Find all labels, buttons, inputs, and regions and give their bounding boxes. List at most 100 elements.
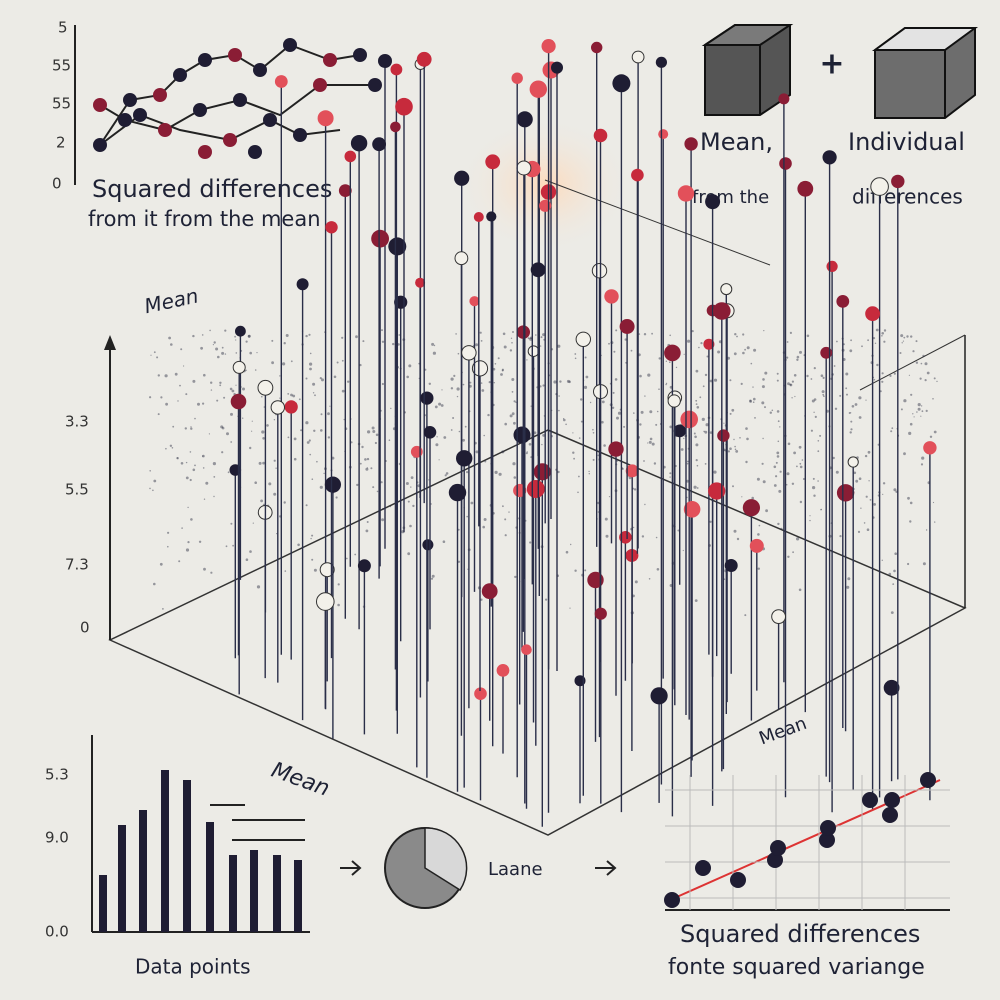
speckle xyxy=(258,461,262,465)
speckle xyxy=(194,417,196,420)
speckle xyxy=(694,599,698,602)
speckle xyxy=(153,479,157,483)
dot xyxy=(248,145,262,159)
speckle xyxy=(655,423,658,426)
speckle xyxy=(227,471,230,474)
dot xyxy=(93,138,107,152)
speckle xyxy=(846,585,850,589)
speckle xyxy=(873,378,876,381)
speckle xyxy=(203,373,206,377)
arrowhead xyxy=(104,335,116,350)
speckle xyxy=(846,393,848,396)
speckle xyxy=(701,417,705,421)
speckle xyxy=(817,450,820,453)
guide-line xyxy=(859,334,966,391)
speckle xyxy=(786,472,790,476)
speckle xyxy=(683,353,685,355)
speckle xyxy=(744,348,746,351)
speckle xyxy=(513,421,516,425)
speckle xyxy=(922,354,925,358)
speckle xyxy=(309,367,312,371)
speckle xyxy=(648,578,651,580)
speckle xyxy=(189,451,192,453)
speckle xyxy=(820,374,824,378)
speckle xyxy=(224,353,227,355)
speckle xyxy=(313,568,317,572)
speckle xyxy=(921,456,925,460)
speckle xyxy=(753,397,756,401)
dot xyxy=(316,592,335,611)
speckle xyxy=(920,405,923,407)
speckle xyxy=(457,528,460,531)
speckle xyxy=(407,500,410,503)
speckle xyxy=(649,410,653,414)
dot xyxy=(822,150,837,165)
speckle xyxy=(300,429,303,432)
speckle xyxy=(201,334,204,336)
speckle xyxy=(462,383,465,386)
legend-label: Mean, xyxy=(700,128,773,156)
speckle xyxy=(773,484,777,487)
speckle xyxy=(321,378,324,382)
speckle xyxy=(813,494,816,497)
speckle xyxy=(723,422,725,424)
speckle xyxy=(617,411,622,415)
dot xyxy=(695,860,711,876)
top-left-inset: 5 55 55 2 0 Squared differences from it … xyxy=(52,19,382,231)
speckle xyxy=(529,541,532,544)
speckle xyxy=(362,340,365,343)
speckle xyxy=(814,415,817,418)
speckle xyxy=(729,412,732,415)
caption: Data points xyxy=(135,955,251,979)
speckle xyxy=(906,335,909,338)
speckle xyxy=(223,396,226,399)
speckle xyxy=(669,361,671,364)
tick-label: 0.0 xyxy=(45,923,69,941)
speckle xyxy=(190,427,193,430)
speckle xyxy=(850,412,852,414)
speckle xyxy=(200,346,204,350)
speckle xyxy=(933,377,936,380)
speckle xyxy=(833,365,836,367)
speckle xyxy=(266,424,269,427)
tick-label: 5.5 xyxy=(65,481,89,499)
speckle xyxy=(713,378,718,382)
speckle xyxy=(504,534,507,537)
speckle xyxy=(309,352,312,355)
speckle xyxy=(202,467,205,469)
bar xyxy=(139,810,147,932)
speckle xyxy=(608,342,610,345)
speckle xyxy=(209,329,211,332)
bar-inset: 5.3 9.0 0.0 Data points xyxy=(45,735,310,979)
speckle xyxy=(686,460,689,463)
speckle xyxy=(202,454,205,458)
speckle xyxy=(892,583,895,585)
speckle xyxy=(604,517,608,521)
speckle xyxy=(545,598,548,601)
speckle xyxy=(669,476,671,478)
speckle xyxy=(633,488,637,491)
speckle xyxy=(812,486,816,490)
speckle xyxy=(245,369,247,372)
speckle xyxy=(695,459,698,462)
speckle xyxy=(729,447,732,451)
speckle xyxy=(481,389,485,392)
speckle xyxy=(640,410,644,414)
speckle xyxy=(542,333,546,337)
speckle xyxy=(644,503,646,506)
speckle xyxy=(364,458,367,461)
speckle xyxy=(801,459,804,461)
dot xyxy=(324,476,341,493)
dot xyxy=(133,108,147,122)
speckle xyxy=(181,527,183,529)
speckle xyxy=(441,389,443,391)
dot xyxy=(344,150,357,163)
speckle xyxy=(765,509,768,513)
speckle xyxy=(694,435,697,439)
dot xyxy=(923,441,937,455)
speckle xyxy=(298,398,301,401)
speckle xyxy=(682,549,684,552)
tick-label: 9.0 xyxy=(45,829,69,847)
speckle xyxy=(703,430,705,433)
